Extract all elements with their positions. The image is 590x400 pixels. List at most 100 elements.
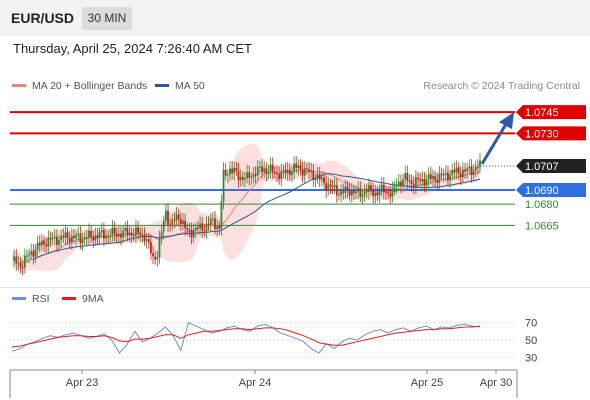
candle-body [98, 232, 101, 238]
candle-body [188, 229, 191, 231]
candle-body [427, 174, 430, 180]
candle-body [38, 242, 41, 246]
candle-body [464, 169, 466, 172]
level-label-1.0680: 1.0680 [525, 199, 559, 211]
candle-body [124, 228, 127, 231]
candle-body [338, 194, 340, 196]
candle-body [96, 235, 99, 238]
candle-body [389, 193, 392, 197]
candle-body [113, 227, 116, 234]
candle-body [353, 190, 355, 194]
rsi-tick-70: 70 [525, 318, 537, 330]
candle-body [248, 172, 251, 178]
projection-arrow-head [499, 112, 514, 130]
candle-body [269, 164, 272, 172]
level-tag-1.0745-bg [516, 105, 586, 120]
candle-body [421, 179, 424, 182]
candle-body [21, 267, 24, 269]
candle-body [115, 233, 118, 237]
candle-body [440, 173, 443, 176]
candle-body [314, 178, 317, 180]
candle-body [293, 163, 295, 172]
candle-body [75, 234, 78, 239]
candle-body [476, 166, 479, 168]
candle-body [312, 170, 315, 180]
candle-body [288, 169, 291, 176]
candle-body [442, 174, 445, 176]
candle-body [111, 227, 114, 236]
candle-body [479, 160, 481, 168]
level-tag-1.0730-bg [516, 126, 586, 141]
candle-body [60, 236, 63, 241]
candle-body [201, 223, 204, 231]
candle-body [83, 237, 86, 240]
candle-body [34, 249, 37, 257]
candle-body [378, 190, 381, 196]
candle-body [265, 168, 268, 174]
candle-body [13, 256, 16, 261]
candle-body [412, 184, 415, 188]
legend-ma20-swatch [12, 83, 26, 87]
candle-body [239, 176, 242, 180]
candle-body [318, 174, 321, 180]
candle-body [70, 235, 73, 243]
candle-body [250, 177, 253, 179]
candle-body [462, 169, 464, 178]
candle-body [79, 233, 82, 244]
rsi-panel: 70 50 30 [10, 318, 537, 364]
candle-body [233, 167, 236, 173]
rsi-series-RSI [11, 322, 481, 354]
candle-body [400, 181, 402, 186]
candle-body [271, 164, 274, 172]
candle-body [457, 167, 460, 174]
candle-body [77, 233, 80, 235]
candle-body [297, 165, 300, 168]
candle-body [299, 165, 302, 170]
candle-body [19, 262, 22, 268]
candle-body [263, 168, 266, 172]
candle-body [374, 192, 377, 197]
timeframe-button[interactable]: 30 MIN [82, 7, 132, 30]
candle-body [340, 191, 342, 195]
candle-body [92, 236, 95, 241]
candle-body [167, 210, 169, 225]
candle-body [145, 239, 148, 241]
candle-body [171, 219, 174, 225]
projection-arrow-shaft [480, 123, 508, 165]
chart-timestamp: Thursday, April 25, 2024 7:26:40 AM CET [13, 41, 252, 56]
candle-body [344, 186, 347, 193]
candle-body [295, 163, 298, 168]
candle-body [406, 173, 409, 181]
candle-body [128, 232, 131, 236]
candle-body [47, 237, 50, 247]
legend-9ma-swatch [62, 296, 76, 300]
candle-body [327, 184, 330, 191]
candle-body [173, 219, 176, 221]
candle-body [410, 180, 413, 185]
candle-body [367, 185, 370, 192]
projection-arrow [480, 112, 514, 165]
candle-body [160, 231, 163, 239]
legend-ma50-label: MA 50 [175, 80, 205, 92]
candle-body [64, 232, 67, 238]
bollinger-band-area [12, 144, 480, 272]
candle-body [391, 188, 394, 197]
level-tag-1.0690: 1.0690 [525, 185, 559, 197]
candle-body [308, 169, 310, 173]
candle-body [68, 238, 71, 243]
candle-body [444, 172, 447, 175]
candlesticks [13, 153, 481, 276]
candle-body [414, 177, 417, 188]
candle-body [333, 185, 336, 188]
candle-body [310, 170, 313, 173]
candle-body [432, 176, 434, 179]
candle-body [88, 230, 90, 238]
candle-body [303, 168, 306, 176]
candle-body [139, 232, 142, 236]
candle-body [141, 234, 144, 236]
candle-body [404, 173, 407, 180]
candle-body [58, 240, 60, 245]
candle-body [184, 220, 186, 228]
candle-body [209, 218, 212, 225]
candle-body [258, 166, 261, 168]
